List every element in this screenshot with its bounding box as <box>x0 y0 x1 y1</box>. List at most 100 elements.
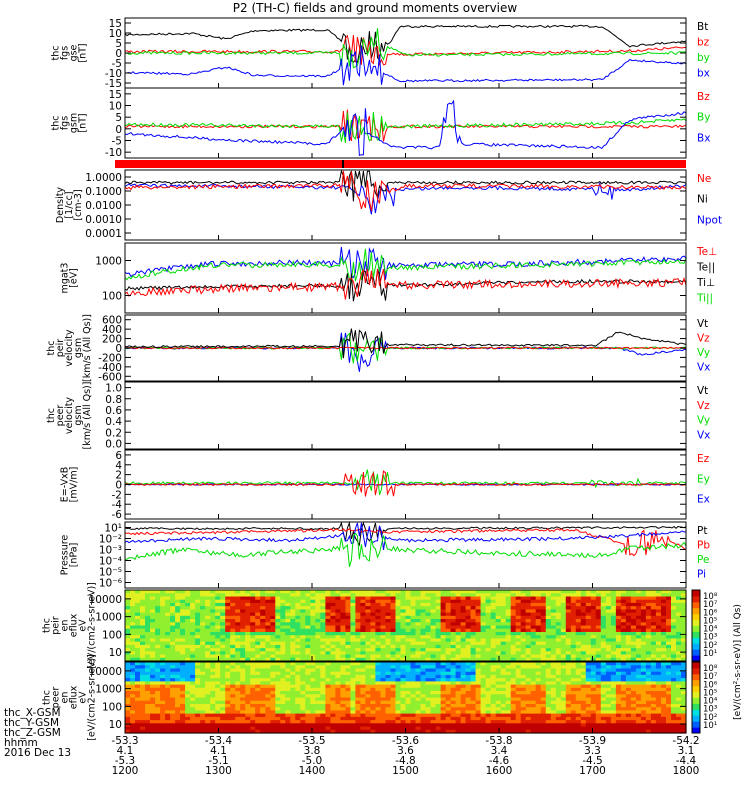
spectrogram-cell <box>325 596 331 601</box>
spectrogram-cell <box>170 691 176 695</box>
spectrogram-cell <box>585 710 592 715</box>
spectrogram-cell <box>260 713 266 718</box>
spectrogram-cell <box>335 644 341 649</box>
spectrogram-cell <box>225 609 231 614</box>
spectrogram-cell <box>420 662 427 666</box>
spectrogram-cell <box>230 681 236 686</box>
spectrogram-cell <box>285 602 291 607</box>
spectrogram-cell <box>235 606 241 610</box>
spectrogram-cell <box>185 619 191 623</box>
spectrogram-cell <box>445 684 452 689</box>
spectrogram-cell <box>540 632 547 636</box>
spectrogram-cell <box>365 602 371 607</box>
spectrogram-cell <box>420 599 427 604</box>
spectrogram-cell <box>205 590 211 594</box>
spectrogram-cell <box>240 628 246 633</box>
spectrogram-cell <box>245 641 251 646</box>
spectrogram-cell <box>335 657 341 662</box>
spectrogram-cell <box>661 622 667 627</box>
spectrogram-cell <box>470 729 477 734</box>
spectrogram-cell <box>195 697 201 702</box>
spectrogram-cell <box>580 662 587 666</box>
spectrogram-cell <box>600 691 607 695</box>
spectrogram-cell <box>610 694 617 699</box>
spectrogram-cell <box>625 723 632 728</box>
spectrogram-cell <box>500 638 507 643</box>
spectrogram-cell <box>535 713 542 718</box>
spectrogram-cell <box>580 671 587 676</box>
spectrogram-cell <box>420 697 427 702</box>
spectrogram-cell <box>180 710 186 715</box>
spectrogram-cell <box>280 704 286 708</box>
spectrogram-cell <box>310 648 316 652</box>
spectrogram-cell <box>430 681 437 686</box>
spectrogram-cell <box>515 635 522 639</box>
spectrogram-cell <box>260 700 266 705</box>
spectrogram-cell <box>255 694 261 699</box>
spectrogram-cell <box>190 687 196 692</box>
spectrogram-cell <box>175 599 181 604</box>
spectrogram-cell <box>335 625 341 630</box>
spectrogram-cell <box>480 671 487 676</box>
spectrogram-cell <box>435 606 442 610</box>
spectrogram-cell <box>676 599 682 604</box>
spectrogram-cell <box>145 726 151 731</box>
spectrogram-cell <box>330 697 336 702</box>
spectrogram-cell <box>605 641 612 646</box>
spectrogram-cell <box>300 697 306 702</box>
spectrogram-cell <box>560 674 567 679</box>
spectrogram-cell <box>245 700 251 705</box>
spectrogram-cell <box>625 596 632 601</box>
spectrogram-cell <box>640 635 647 639</box>
spectrogram-cell <box>130 720 136 724</box>
spectrogram-cell <box>340 615 346 620</box>
spectrogram-cell <box>155 700 161 705</box>
spectrogram-cell <box>220 716 226 721</box>
spectrogram-cell <box>385 713 392 718</box>
spectrogram-cell <box>290 657 296 662</box>
spectrogram-cell <box>671 662 677 666</box>
spectrogram-cell <box>445 691 452 695</box>
spectrogram-cell <box>600 644 607 649</box>
spectrogram-cell <box>671 612 677 617</box>
spectrogram-cell <box>215 662 221 666</box>
spectrogram-cell <box>220 609 226 614</box>
spectrogram-cell <box>220 599 226 604</box>
spectrogram-cell <box>500 648 507 652</box>
spectrogram-cell <box>475 700 482 705</box>
spectrogram-cell <box>645 700 652 705</box>
spectrogram-cell <box>620 678 627 682</box>
spectrogram-cell <box>130 684 136 689</box>
spectrogram-cell <box>315 674 321 679</box>
spectrogram-cell <box>650 681 657 686</box>
spectrogram-cell <box>395 648 402 652</box>
spectrogram-cell <box>285 726 291 731</box>
spectrogram-cell <box>655 662 662 666</box>
spectrogram-cell <box>625 615 632 620</box>
spectrogram-cell <box>470 619 477 623</box>
spectrogram-cell <box>235 723 241 728</box>
spectrogram-cell <box>370 720 376 724</box>
spectrogram-cell <box>270 651 276 656</box>
spectrogram-cell <box>405 723 412 728</box>
spectrogram-cell <box>245 599 251 604</box>
spectrogram-cell <box>440 648 447 652</box>
spectrogram-cell <box>410 700 417 705</box>
spectrogram-cell <box>280 635 286 639</box>
spectrogram-cell <box>580 657 587 662</box>
spectrogram-cell <box>170 665 176 669</box>
spectrogram-cell <box>185 691 191 695</box>
spectrogram-cell <box>460 704 467 708</box>
spectrogram-cell <box>140 615 146 620</box>
spectrogram-cell <box>305 726 311 731</box>
spectrogram-cell <box>255 622 261 627</box>
spectrogram-cell <box>540 671 547 676</box>
spectrogram-cell <box>130 697 136 702</box>
spectrogram-cell <box>640 681 647 686</box>
spectrogram-cell <box>175 691 181 695</box>
spectrogram-cell <box>125 694 131 699</box>
spectrogram-cell <box>375 713 381 718</box>
spectrogram-cell <box>295 590 301 594</box>
spectrogram-cell <box>475 648 482 652</box>
spectrogram-cell <box>330 648 336 652</box>
